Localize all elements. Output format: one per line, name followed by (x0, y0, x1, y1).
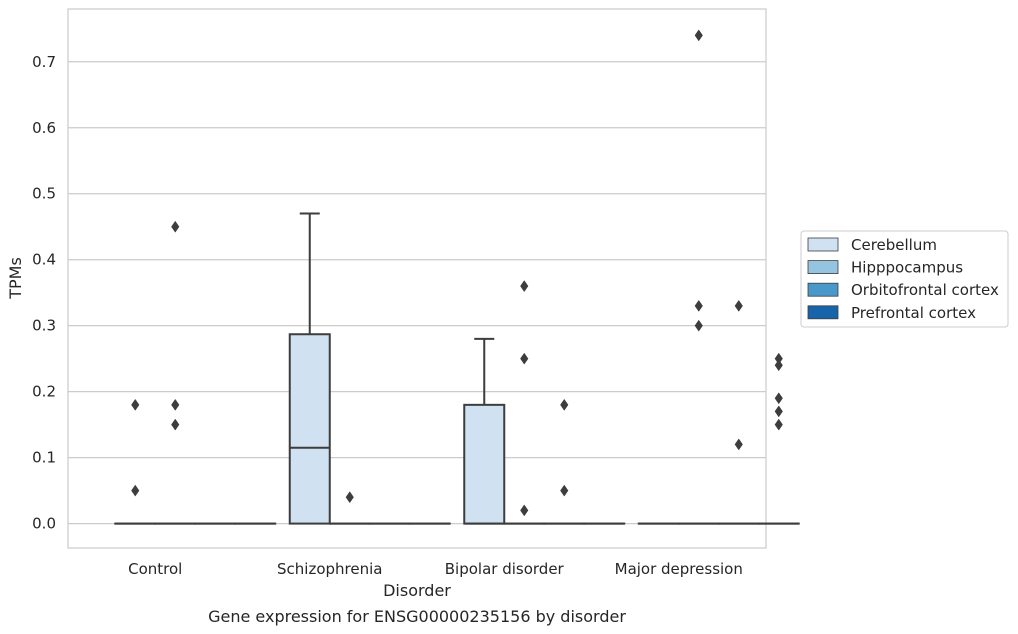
outlier-point (774, 405, 783, 418)
outlier-point (774, 392, 783, 405)
box-schizophrenia-cerebellum (288, 212, 331, 525)
legend-swatch (807, 237, 839, 252)
outlier-point (774, 359, 783, 372)
outlier-point (734, 438, 743, 451)
box-body (463, 403, 506, 525)
legend-label: Cerebellum (851, 236, 937, 254)
y-tick-label: 0.6 (32, 119, 56, 137)
outlier-point (520, 352, 529, 365)
outlier-point (131, 484, 140, 497)
outlier-point (520, 280, 529, 293)
y-tick-label: 0.3 (32, 317, 56, 335)
y-tick-label: 0.7 (32, 53, 56, 71)
outlier-point (171, 418, 180, 431)
legend-frame (800, 230, 1009, 328)
box-series (114, 212, 800, 525)
grid-lines (68, 61, 766, 525)
y-tick-label: 0.4 (32, 251, 56, 269)
x-axis-tick-labels: Control Schizophrenia Bipolar disorder Majo… (128, 560, 743, 578)
legend-swatch (807, 260, 839, 275)
legend-swatch (807, 282, 839, 297)
legend-item-cerebellum: Cerebellum (807, 236, 937, 254)
outlier-point (560, 398, 569, 411)
x-tick-label-control: Control (128, 560, 182, 578)
outlier-point (694, 319, 703, 332)
x-tick-label-schizophrenia: Schizophrenia (277, 560, 382, 578)
y-tick-label: 0.0 (32, 515, 56, 533)
y-tick-label: 0.1 (32, 449, 56, 467)
y-tick-label: 0.5 (32, 185, 56, 203)
legend-item-hipppocampus: Hipppocampus (807, 259, 963, 277)
outlier-point (131, 398, 140, 411)
legend-label: Orbitofrontal cortex (851, 281, 999, 299)
x-tick-label-bipolar-disorder: Bipolar disorder (445, 560, 565, 578)
legend-label: Prefrontal cortex (851, 304, 976, 322)
legend: Cerebellum Hipppocampus Orbitofrontal cort… (800, 230, 1009, 328)
outlier-point (774, 418, 783, 431)
box-body (288, 333, 331, 525)
x-axis-title: Disorder (383, 581, 451, 600)
box-bipolar-disorder-cerebellum (463, 337, 506, 525)
outlier-points (131, 29, 783, 517)
legend-swatch (807, 305, 839, 320)
outlier-point (694, 29, 703, 42)
x-tick-label-major-depression: Major depression (615, 560, 743, 578)
legend-item-orbitofrontal-cortex: Orbitofrontal cortex (807, 281, 999, 299)
y-axis-tick-labels: 0.0 0.1 0.2 0.3 0.4 0.5 0.6 0.7 (32, 53, 56, 533)
outlier-point (694, 299, 703, 312)
outlier-point (734, 299, 743, 312)
outlier-point (560, 484, 569, 497)
outlier-point (171, 220, 180, 233)
plot-area-frame (67, 8, 767, 549)
legend-item-prefrontal-cortex: Prefrontal cortex (807, 304, 976, 322)
outlier-point (345, 491, 354, 504)
legend-label: Hipppocampus (851, 259, 963, 277)
y-tick-label: 0.2 (32, 383, 56, 401)
chart-caption: Gene expression for ENSG00000235156 by d… (208, 607, 626, 626)
outlier-point (520, 504, 529, 517)
y-axis-title: TPMs (6, 257, 25, 300)
outlier-point (171, 398, 180, 411)
